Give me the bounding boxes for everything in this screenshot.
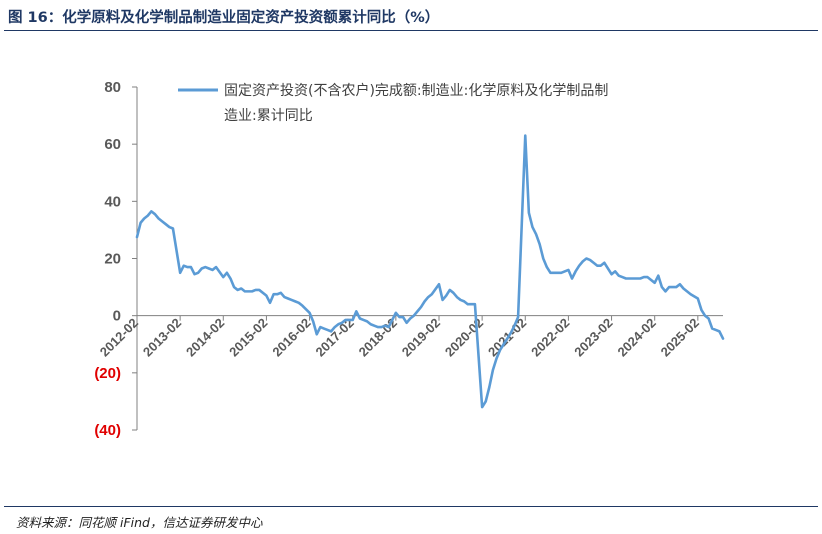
y-tick-label: (40) [94,422,121,439]
figure-title: 图 16：化学原料及化学制品制造业固定资产投资额累计同比（%） [8,10,440,26]
legend: 固定资产投资(不含农户)完成额:制造业:化学原料及化学制品制 造业:累计同比 [178,82,608,124]
x-tick-label: 2018-02 [356,315,400,359]
y-tick-label: (20) [94,365,121,382]
y-tick-label: 40 [104,193,121,210]
x-tick-label: 2016-02 [269,315,313,359]
source-divider [4,506,818,507]
y-tick-label: 20 [104,251,121,268]
y-tick-label: 80 [104,79,121,96]
y-axis [136,87,723,430]
x-tick-label: 2023-02 [571,315,615,359]
title-divider [4,30,818,31]
y-tick-label: 0 [113,308,121,325]
x-tick-label: 2022-02 [528,315,572,359]
x-tick-label: 2024-02 [614,315,658,359]
x-tick-label: 2014-02 [183,315,227,359]
x-tick-label: 2015-02 [226,315,270,359]
series-line [135,134,725,409]
y-tick-label: 60 [104,136,121,153]
series-layer [135,134,725,409]
y-axis-ticks: 80 60 40 20 0 (20) (40) [94,79,137,439]
source-note: 资料来源：同花顺 iFind，信达证券研发中心 [16,515,263,530]
x-tick-label: 2013-02 [140,315,184,359]
x-tick-label: 2017-02 [312,315,356,359]
x-tick-label: 2025-02 [658,315,702,359]
legend-label-line2: 造业:累计同比 [224,108,313,124]
legend-label-line1: 固定资产投资(不含农户)完成额:制造业:化学原料及化学制品制 [224,82,608,99]
x-axis-ticks: 2012-022013-022014-022015-022016-022017-… [97,315,702,359]
